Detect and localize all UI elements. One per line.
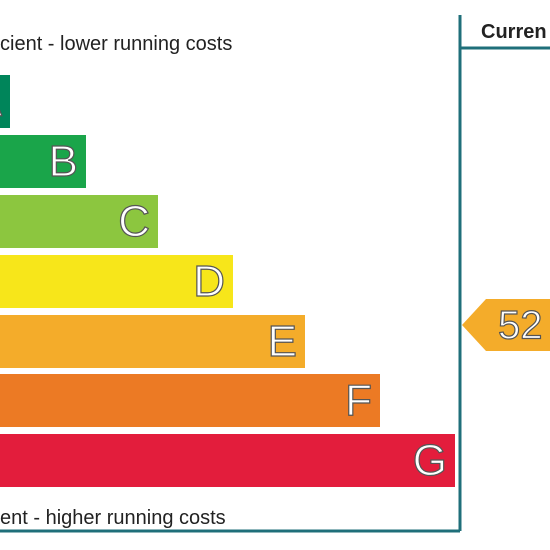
- bottom-note: ent - higher running costs: [0, 507, 226, 529]
- bands: ABCDEFG: [0, 75, 455, 487]
- column-title: Curren: [481, 21, 547, 43]
- band-letter: B: [49, 137, 78, 186]
- band-letter: F: [345, 376, 372, 425]
- band-letter: E: [268, 317, 297, 366]
- band-bar: [0, 374, 380, 427]
- band-bar: [0, 135, 86, 188]
- band-bar: [0, 195, 158, 248]
- rating-arrow: [462, 299, 550, 351]
- band-letter: D: [193, 257, 225, 306]
- rating-value: 52: [498, 304, 543, 348]
- current-rating: 52: [462, 299, 550, 351]
- band-bar: [0, 315, 305, 368]
- band-letter: C: [118, 197, 150, 246]
- top-note: cient - lower running costs: [0, 33, 232, 55]
- band-letter: G: [413, 436, 447, 485]
- band-letter: A: [0, 77, 3, 126]
- band-bar: [0, 75, 10, 128]
- band-bar: [0, 255, 233, 308]
- band-bar: [0, 434, 455, 487]
